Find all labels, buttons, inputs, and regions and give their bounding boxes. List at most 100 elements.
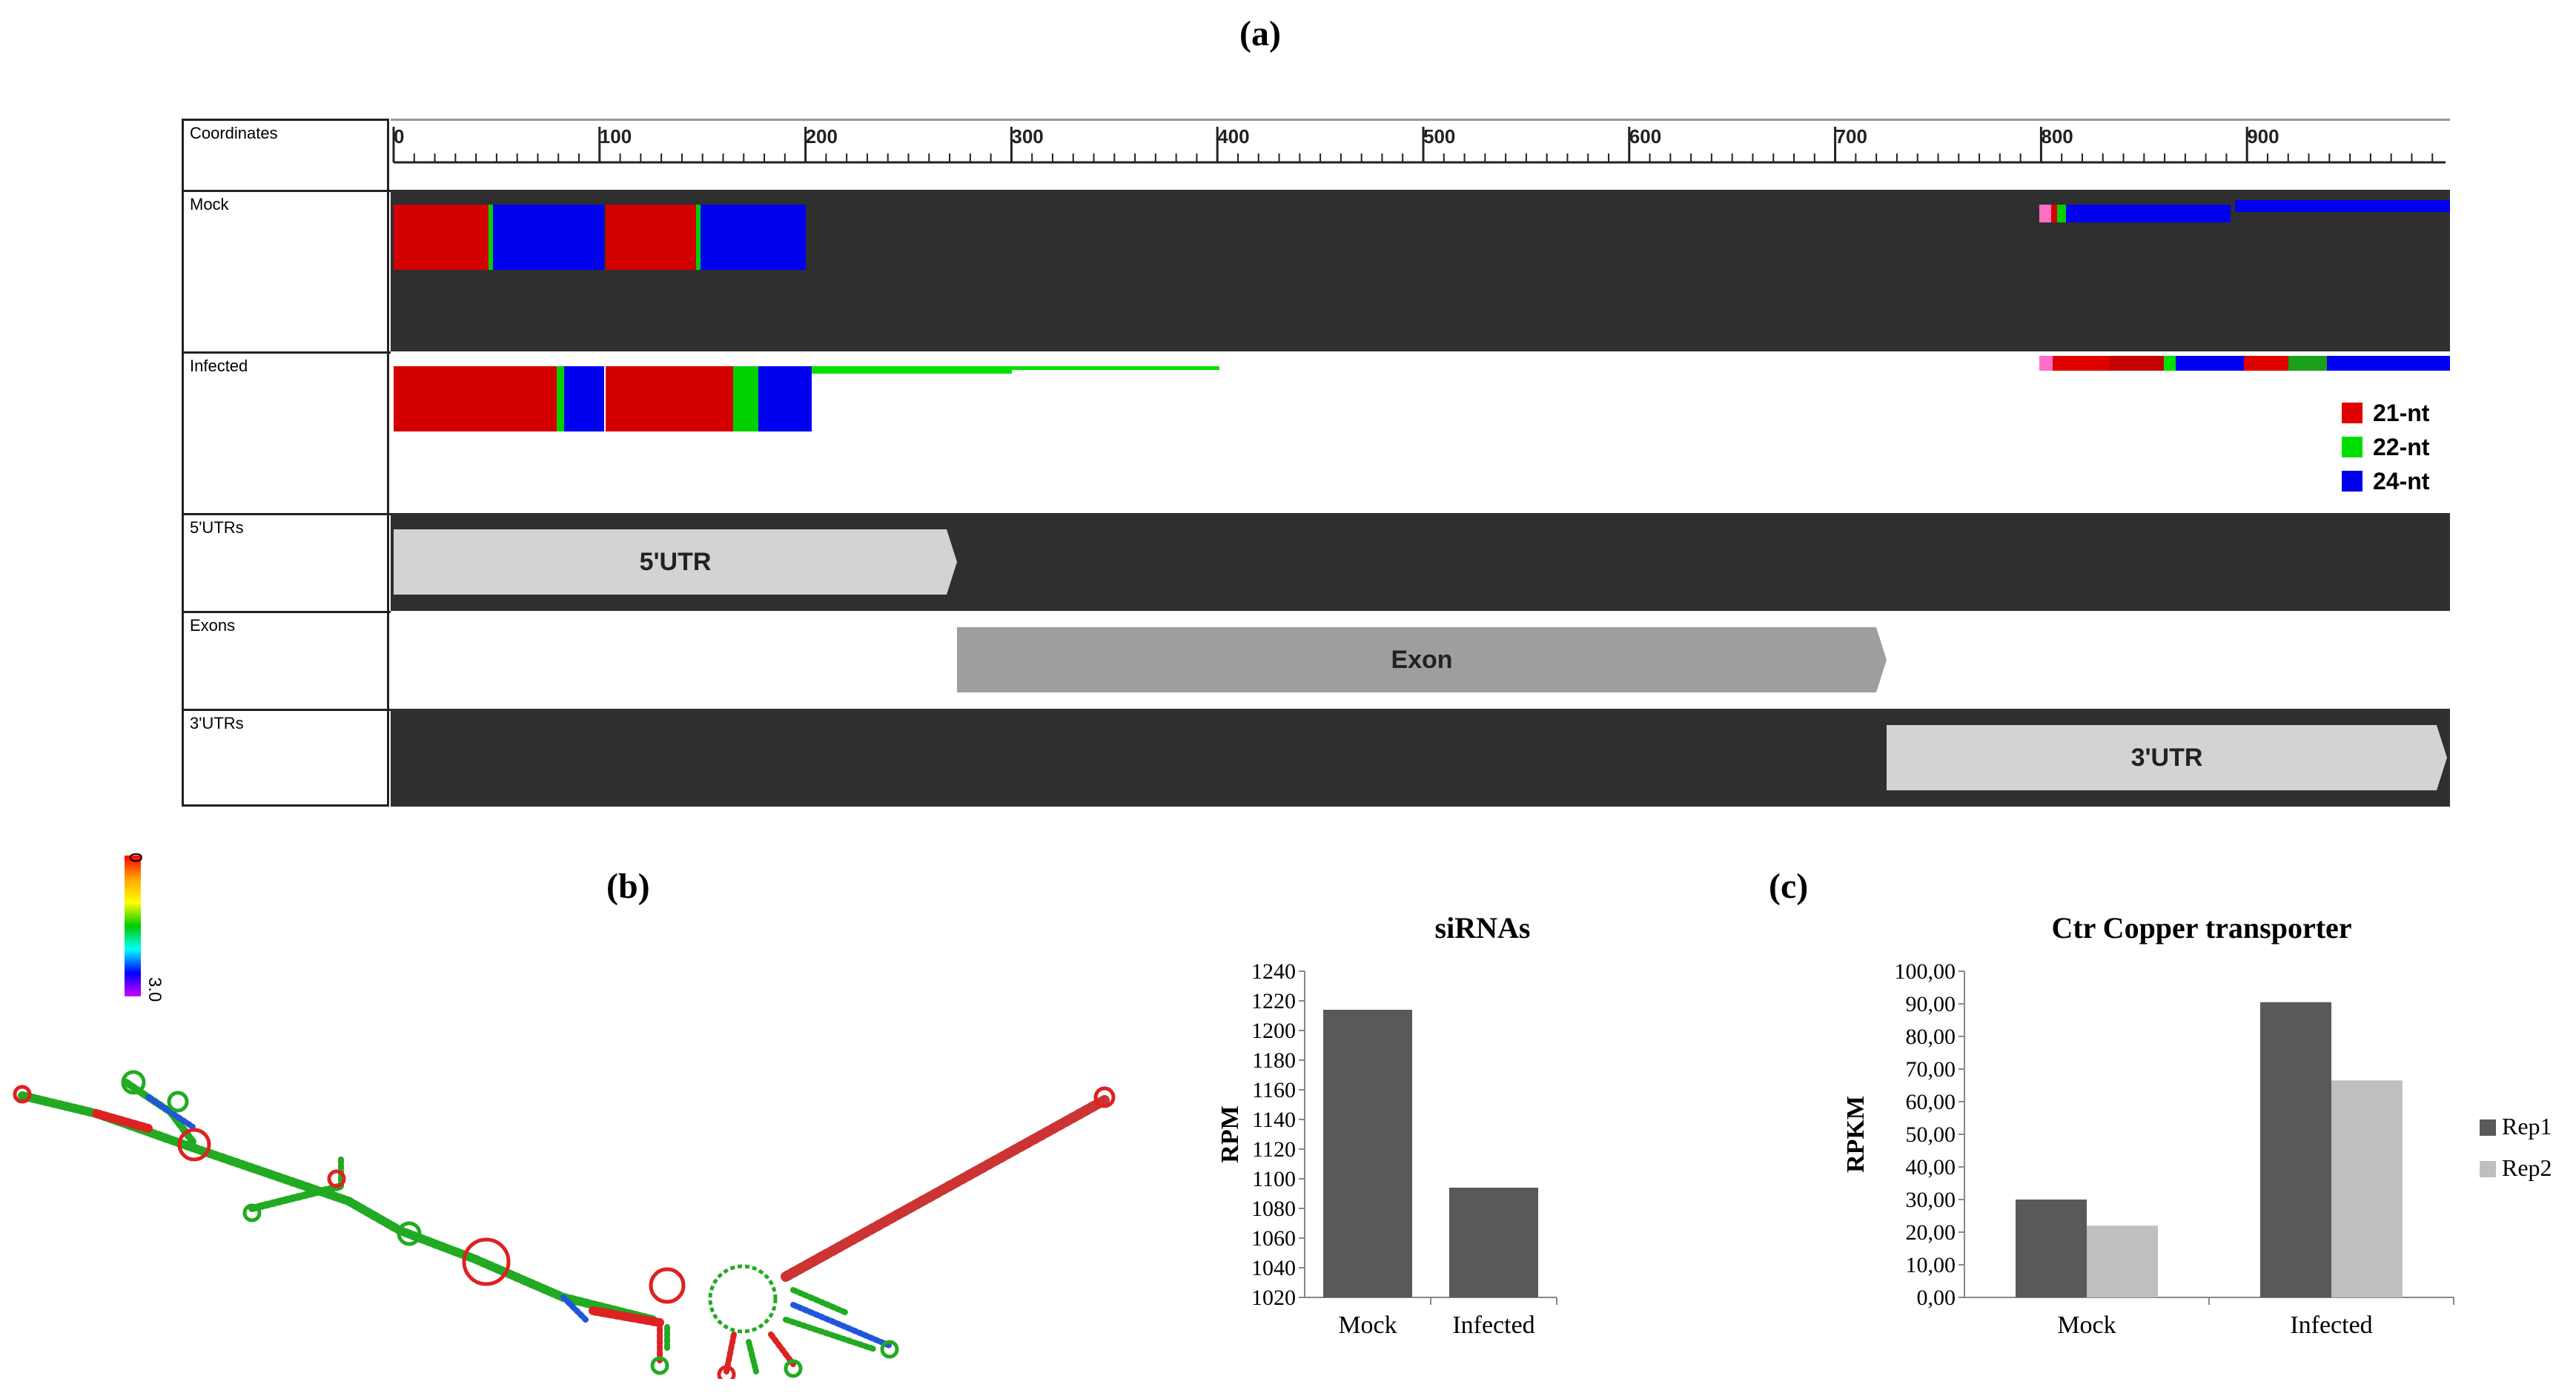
track-label-mock: Mock: [184, 192, 391, 354]
lane-5utrs: 5'UTR: [391, 513, 2450, 611]
bar: [2087, 1225, 2158, 1297]
y-tick-label: 40,00: [1906, 1155, 1956, 1180]
y-tick-label: 60,00: [1906, 1090, 1956, 1114]
read-block-22nt: [1012, 366, 1219, 370]
y-tick-label: 1120: [1252, 1137, 1296, 1162]
x-tick-label: Infected: [2290, 1311, 2372, 1339]
y-tick-label: 0,00: [1917, 1286, 1956, 1310]
lane-3utrs: 3'UTR: [391, 709, 2450, 807]
ruler-tick-label: 100: [599, 125, 632, 148]
chart2-title: Ctr Copper transporter: [2051, 911, 2352, 945]
legend-item-24nt: 24-nt: [2342, 464, 2429, 498]
legend-swatch: [2342, 437, 2363, 457]
read-block-21nt: [606, 205, 696, 270]
panel-label-a: (a): [1239, 14, 1281, 53]
legend-item-22nt: 22-nt: [2342, 430, 2429, 464]
track-label-3utrs: 3'UTRs: [190, 714, 244, 732]
color-scale-bottom-label: 3.0: [145, 977, 165, 1002]
legend-item-21nt: 21-nt: [2342, 396, 2429, 430]
read-block-24nt: [2235, 200, 2450, 212]
y-tick-label: 1160: [1252, 1078, 1296, 1102]
ruler-tick-label: 0: [394, 125, 405, 148]
y-tick-label: 1140: [1252, 1108, 1296, 1132]
read-block-21nt: [2244, 356, 2288, 371]
track-label-column: Coordinates Mock Infected 5'UTRs Exons 3…: [182, 119, 391, 807]
track-area: 0 100 200 300 400 500 600 700 800 900: [391, 119, 2450, 807]
read-block-24nt: [493, 205, 604, 270]
y-tick-label: 1060: [1251, 1226, 1296, 1251]
ruler-tick-label: 700: [1835, 125, 1867, 148]
y-tick-label: 30,00: [1906, 1188, 1956, 1212]
read-block-21nt: [394, 366, 557, 431]
feature-exon: Exon: [957, 627, 1887, 692]
x-tick-label: Mock: [1338, 1311, 1397, 1339]
y-tick-label: 1100: [1252, 1167, 1296, 1191]
ruler-svg: [392, 127, 2446, 164]
legend-swatch: [2480, 1119, 2496, 1136]
genome-browser: Coordinates Mock Infected 5'UTRs Exons 3…: [182, 119, 2450, 807]
read-block-24nt: [2176, 356, 2244, 371]
ruler-tick-label: 500: [1423, 125, 1456, 148]
y-tick-label: 80,00: [1906, 1025, 1956, 1049]
sirna-bar-chart: 1020 1040 1060 1080 1100 1120 1140 1160 1180 1200…: [1216, 959, 1557, 1339]
y-tick-label: 70,00: [1906, 1057, 1956, 1082]
ruler-tick-label: 800: [2041, 125, 2073, 148]
x-tick-label: Mock: [2057, 1311, 2116, 1339]
ruler-tick-label: 200: [805, 125, 838, 148]
read-block-24nt: [564, 366, 604, 431]
read-block-22nt: [812, 366, 1012, 374]
read-block-other: [2039, 205, 2051, 222]
read-block-22nt: [2057, 205, 2066, 222]
track-label-coordinates: Coordinates: [184, 121, 391, 192]
y-tick-label: 90,00: [1906, 992, 1956, 1016]
rna-secondary-structure: [13, 1070, 1116, 1379]
feature-3utr: 3'UTR: [1887, 725, 2447, 790]
bar: [2331, 1080, 2403, 1297]
read-block-22nt: [489, 205, 493, 270]
bar: [1323, 1010, 1412, 1297]
y-tick-label: 100,00: [1895, 959, 1956, 984]
color-scale-bar: [125, 856, 141, 996]
read-block-21nt: [2053, 356, 2109, 371]
read-block-24nt: [2327, 356, 2450, 371]
read-block-21nt: [2051, 205, 2057, 222]
ruler-tick-label: 400: [1217, 125, 1250, 148]
size-legend: 21-nt 22-nt 24-nt: [2342, 396, 2429, 498]
lane-mock: [391, 190, 2450, 351]
chart1-title: siRNAs: [1434, 911, 1531, 945]
read-block-other: [2039, 356, 2053, 371]
y-tick-label: 1180: [1252, 1048, 1296, 1073]
legend-label: Rep1: [2502, 1113, 2552, 1139]
color-scale-top-label: 0: [125, 853, 145, 863]
read-block-22nt: [733, 366, 758, 431]
y-tick-label: 1220: [1251, 989, 1296, 1013]
read-block-21nt: [2109, 356, 2164, 371]
panel-label-c: (c): [1769, 867, 1809, 906]
copper-transporter-bar-chart: 0,00 10,00 20,00 30,00 40,00 50,00 60,00 70,00 8…: [1842, 959, 2552, 1339]
read-block-24nt: [701, 205, 806, 270]
bar: [2260, 1002, 2331, 1297]
bar: [2016, 1200, 2087, 1297]
ruler-tick-label: 900: [2247, 125, 2279, 148]
feature-5utr: 5'UTR: [394, 529, 957, 595]
ruler-tick-label: 300: [1011, 125, 1044, 148]
legend-swatch: [2342, 403, 2363, 423]
legend-label: 22-nt: [2373, 433, 2430, 460]
lane-exons: Exon: [391, 611, 2450, 709]
read-block-24nt: [758, 366, 812, 431]
track-label-5utrs: 5'UTRs: [184, 515, 391, 613]
legend-label: 21-nt: [2373, 399, 2430, 426]
legend-swatch: [2480, 1161, 2496, 1177]
legend-label: Rep2: [2502, 1154, 2552, 1181]
coordinate-ruler: 0 100 200 300 400 500 600 700 800 900: [391, 119, 2450, 191]
y-axis-label: RPM: [1216, 1105, 1244, 1162]
read-block-21nt: [394, 205, 489, 270]
y-axis-label: RPKM: [1842, 1096, 1870, 1173]
read-block-22nt: [696, 205, 701, 270]
panel-label-b: (b): [606, 867, 650, 906]
y-tick-label: 1200: [1251, 1019, 1296, 1043]
read-block-22nt: [557, 366, 564, 431]
y-tick-label: 50,00: [1906, 1122, 1956, 1147]
bar: [1449, 1188, 1538, 1297]
track-label-infected: Infected: [184, 354, 391, 515]
